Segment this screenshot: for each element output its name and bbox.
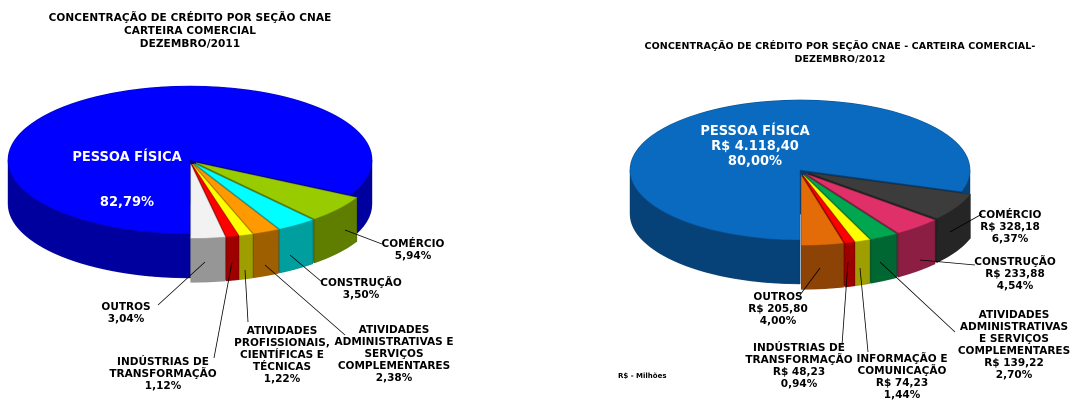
chart1-title: CONCENTRAÇÃO DE CRÉDITO POR SEÇÃO CNAE C… [40, 12, 340, 51]
pie2-slice-pessoa-f-sica [629, 99, 971, 241]
chart1-label-comercio: COMÉRCIO 5,94% [381, 238, 445, 262]
pie-1 [7, 85, 373, 283]
leader-profissionais-1 [244, 269, 249, 323]
pie1-slice-6-wall [190, 236, 226, 283]
chart1-label-industrias: INDÚSTRIAS DE TRANSFORMAÇÃO 1,12% [109, 356, 217, 392]
pie1-slice-atividades-profissionais-cient-ficas-e-t-cnicas [192, 164, 254, 237]
chart1-label-pessoa-fisica-pct: 82,79% [99, 195, 155, 210]
pie1-slice-pessoa-f-sica [7, 85, 373, 235]
pie1-slice-constru-o [194, 163, 314, 230]
chart1-label-pessoa-fisica: PESSOA FÍSICA 82,79% [62, 120, 192, 225]
chart1-title-line-1: CONCENTRAÇÃO DE CRÉDITO POR SEÇÃO CNAE [48, 12, 332, 24]
pie2-slice-constru-o [806, 173, 936, 234]
pie1-slice-atividades-administrativas-e-servi-os-complementares [192, 163, 280, 235]
leader-informacao-2 [859, 267, 869, 353]
leader-industrias-1 [213, 261, 233, 359]
chart1-label-construcao: CONSTRUÇÃO 3,50% [320, 277, 402, 301]
chart1-title-line-2: CARTEIRA COMERCIAL [123, 25, 257, 37]
leader-outros-1 [157, 261, 206, 306]
chart1-label-profissionais: ATIVIDADES PROFISSIONAIS, CIENTÍFICAS E … [234, 325, 330, 385]
pie1-slice-5-wall [226, 235, 240, 282]
pie1-slice-3-wall [253, 229, 279, 279]
pie2-slice-ind-strias-de-transforma-o [802, 175, 856, 244]
chart1-title-line-3: DEZEMBRO/2011 [139, 38, 241, 50]
chart2-label-administrativas: ATIVIDADES ADMINISTRATIVAS E SERVIÇOS CO… [957, 309, 1071, 381]
pie2-slice-com-rcio [808, 172, 971, 219]
chart1-label-administrativas: ATIVIDADES ADMINISTRATIVAS E SERVIÇOS CO… [334, 324, 454, 384]
pie2-slice-3-wall [870, 233, 897, 284]
chart2-label-pessoa-fisica: PESSOA FÍSICA R$ 4.118,40 80,00% [700, 124, 810, 169]
pie1-slice-outros [190, 164, 226, 239]
leader-administrativas-1 [264, 264, 346, 336]
leader-industrias-2 [841, 261, 849, 346]
leader-administrativas-2 [879, 261, 956, 333]
chart2-title: CONCENTRAÇÃO DE CRÉDITO POR SEÇÃO CNAE -… [644, 41, 1036, 65]
leader-construcao-1 [289, 254, 323, 283]
chart1-label-pessoa-fisica-name: PESSOA FÍSICA [72, 150, 182, 165]
pie-2 [629, 99, 971, 290]
chart1-label-outros: OUTROS 3,04% [101, 301, 151, 325]
chart2-label-informacao: INFORMAÇÃO E COMUNICAÇÃO R$ 74,23 1,44% [856, 353, 948, 401]
leader-outros-2 [799, 267, 821, 296]
pie2-slice-outros [800, 174, 845, 246]
pie1-slice-com-rcio [196, 162, 358, 220]
chart2-unit-note: R$ - Milhões [618, 372, 667, 380]
pie2-slice-informa-o-e-comunica-o [803, 174, 871, 243]
pie1-slice-ind-strias-de-transforma-o [191, 164, 240, 238]
chart2-label-outros: OUTROS R$ 205,80 4,00% [748, 291, 808, 327]
chart2-label-industrias: INDÚSTRIAS DE TRANSFORMAÇÃO R$ 48,23 0,9… [745, 342, 853, 390]
chart2-label-comercio: COMÉRCIO R$ 328,18 6,37% [978, 209, 1042, 245]
chart2-label-construcao: CONSTRUÇÃO R$ 233,88 4,54% [974, 256, 1056, 292]
pie1-slice-4-wall [239, 233, 253, 280]
pie2-slice-6-wall [801, 243, 844, 290]
pie2-slice-atividades-administrativas-e-servi-os-complementares [804, 174, 898, 240]
pie2-slice-4-wall [855, 239, 871, 287]
leader-comercio-1 [344, 229, 383, 245]
leader-construcao-2 [919, 259, 976, 266]
leader-comercio-2 [949, 213, 983, 233]
